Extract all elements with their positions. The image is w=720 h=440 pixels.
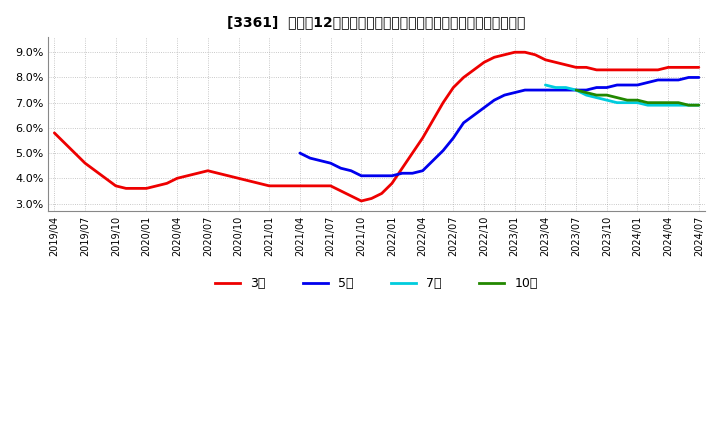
- 5年: [654, 77, 662, 83]
- 10年: [695, 103, 703, 108]
- 5年: [613, 82, 621, 88]
- 7年: [552, 85, 560, 90]
- 5年: [326, 161, 335, 166]
- 5年: [623, 82, 631, 88]
- 5年: [316, 158, 325, 163]
- 5年: [541, 88, 550, 93]
- 5年: [459, 120, 468, 125]
- 5年: [562, 88, 570, 93]
- 5年: [521, 88, 529, 93]
- 3年: [469, 67, 478, 73]
- 5年: [336, 165, 345, 171]
- 5年: [377, 173, 386, 178]
- 3年: [695, 65, 703, 70]
- 10年: [613, 95, 621, 100]
- 5年: [552, 88, 560, 93]
- 10年: [633, 98, 642, 103]
- 7年: [633, 100, 642, 105]
- 5年: [593, 85, 601, 90]
- 5年: [695, 75, 703, 80]
- Line: 7年: 7年: [546, 85, 699, 105]
- 3年: [510, 50, 519, 55]
- 7年: [572, 88, 580, 93]
- 3年: [316, 183, 325, 188]
- 7年: [674, 103, 683, 108]
- 5年: [490, 98, 498, 103]
- 5年: [674, 77, 683, 83]
- 5年: [664, 77, 672, 83]
- 10年: [603, 92, 611, 98]
- 5年: [408, 171, 417, 176]
- 5年: [633, 82, 642, 88]
- 3年: [132, 186, 140, 191]
- 10年: [582, 90, 590, 95]
- 5年: [398, 171, 407, 176]
- 7年: [582, 92, 590, 98]
- 5年: [387, 173, 396, 178]
- 7年: [664, 103, 672, 108]
- 10年: [572, 88, 580, 93]
- 5年: [603, 85, 611, 90]
- 10年: [664, 100, 672, 105]
- 3年: [480, 60, 488, 65]
- 3年: [377, 191, 386, 196]
- 10年: [654, 100, 662, 105]
- 7年: [644, 103, 652, 108]
- 5年: [449, 136, 458, 141]
- 5年: [438, 148, 447, 153]
- 10年: [674, 100, 683, 105]
- 3年: [50, 130, 59, 136]
- 7年: [562, 85, 570, 90]
- 5年: [510, 90, 519, 95]
- 10年: [644, 100, 652, 105]
- 5年: [469, 113, 478, 118]
- 5年: [428, 158, 437, 163]
- Line: 3年: 3年: [55, 52, 699, 201]
- 5年: [357, 173, 366, 178]
- 5年: [296, 150, 305, 156]
- 5年: [306, 155, 315, 161]
- 5年: [644, 80, 652, 85]
- 5年: [367, 173, 376, 178]
- 7年: [684, 103, 693, 108]
- 5年: [684, 75, 693, 80]
- 3年: [357, 198, 366, 204]
- Legend: 3年, 5年, 7年, 10年: 3年, 5年, 7年, 10年: [210, 272, 543, 295]
- 7年: [541, 82, 550, 88]
- Line: 10年: 10年: [576, 90, 699, 105]
- 3年: [418, 136, 427, 141]
- 10年: [684, 103, 693, 108]
- 5年: [347, 168, 356, 173]
- 5年: [418, 168, 427, 173]
- 7年: [613, 100, 621, 105]
- 5年: [572, 88, 580, 93]
- 10年: [593, 92, 601, 98]
- 10年: [623, 98, 631, 103]
- 7年: [623, 100, 631, 105]
- 5年: [500, 92, 509, 98]
- Title: [3361]  売上高12か月移動合計の対前年同期増減率の標準偏差の推移: [3361] 売上高12か月移動合計の対前年同期増減率の標準偏差の推移: [228, 15, 526, 29]
- Line: 5年: 5年: [300, 77, 699, 176]
- 5年: [480, 105, 488, 110]
- 7年: [695, 103, 703, 108]
- 7年: [603, 98, 611, 103]
- 7年: [654, 103, 662, 108]
- 5年: [531, 88, 539, 93]
- 7年: [593, 95, 601, 100]
- 5年: [582, 88, 590, 93]
